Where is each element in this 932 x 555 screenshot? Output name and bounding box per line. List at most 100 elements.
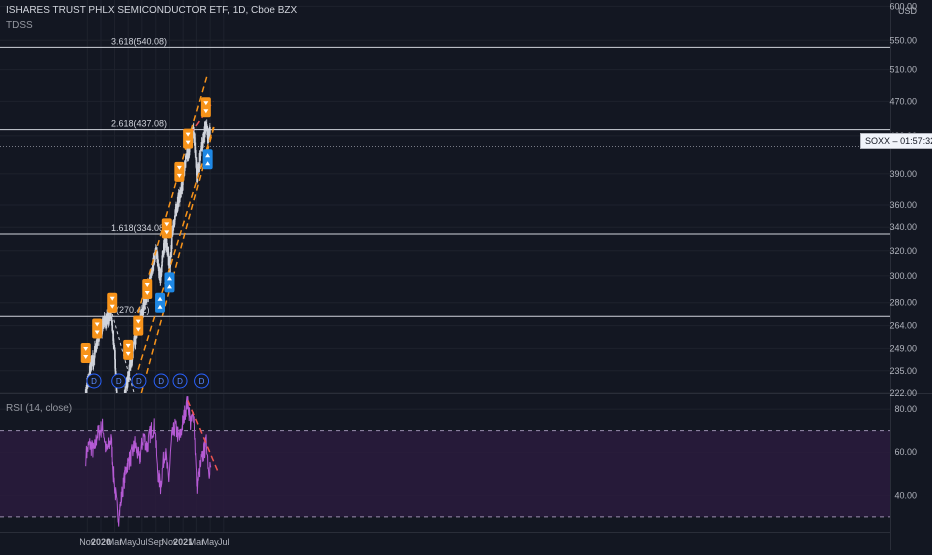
- price-tick-label: 320.00: [889, 246, 917, 256]
- price-tick-label: 600.00: [889, 1, 917, 11]
- sell-signal-marker: [107, 292, 118, 313]
- candle-body: [115, 390, 118, 393]
- sell-signal-marker: [142, 279, 153, 300]
- sell-arrow-icon: [185, 140, 191, 145]
- sell-signal-badge: [80, 343, 91, 364]
- sell-arrow-icon: [164, 222, 170, 227]
- rsi-tick-label: 40.00: [894, 490, 917, 500]
- sell-signal-badge: [161, 218, 172, 239]
- sell-signal-marker: [80, 343, 91, 364]
- sell-arrow-icon: [135, 319, 141, 324]
- rsi-tick-label: 60.00: [894, 447, 917, 457]
- sell-signal-badge: [174, 161, 185, 182]
- dividend-marker-circle: [194, 373, 210, 389]
- dividend-marker: D: [153, 373, 169, 389]
- dividend-marker-circle: [86, 373, 102, 389]
- sell-signal-badge: [92, 318, 103, 339]
- candle-body: [157, 259, 159, 265]
- sell-arrow-icon: [203, 109, 209, 114]
- buy-arrow-icon: [205, 153, 211, 158]
- dividend-marker-circle: [131, 373, 147, 389]
- time-tick-label: Nov: [161, 537, 178, 547]
- candle-body: [110, 313, 112, 319]
- price-tick-label: 300.00: [889, 271, 917, 281]
- price-tick-label: 280.00: [889, 298, 917, 308]
- candle-body: [121, 416, 122, 427]
- buy-arrow-icon: [166, 276, 172, 281]
- rsi-tick-label: 80.00: [894, 404, 917, 414]
- sell-signal-marker: [200, 97, 211, 118]
- rsi-panel: [0, 395, 890, 527]
- sell-arrow-icon: [176, 165, 182, 170]
- price-tick-label: 249.00: [889, 343, 917, 353]
- sell-arrow-icon: [83, 355, 89, 360]
- candle-body: [122, 404, 123, 413]
- channel-middle-line: [134, 126, 215, 380]
- sell-signal-badge: [183, 128, 194, 149]
- candle-body: [121, 416, 122, 418]
- rsi-line: [85, 395, 212, 527]
- buy-signal-marker: [202, 149, 213, 170]
- sell-signal-marker: [133, 315, 144, 336]
- time-tick-label: Jul: [218, 537, 230, 547]
- sell-arrow-icon: [109, 304, 115, 309]
- fib-level-label: 1.618(334.08): [111, 223, 167, 233]
- buy-arrow-icon: [166, 284, 172, 289]
- sell-signal-badge: [123, 339, 134, 360]
- candle: [111, 320, 113, 326]
- last-price-badge[interactable]: SOXX – 01:57:32: [860, 133, 932, 149]
- sell-arrow-icon: [125, 343, 131, 348]
- dividend-marker: D: [131, 373, 147, 389]
- dividend-marker-label: D: [116, 377, 122, 386]
- indicator-legend-tdss[interactable]: TDSS: [6, 20, 33, 31]
- rsi-legend[interactable]: RSI (14, close): [6, 403, 73, 414]
- candle: [122, 411, 123, 422]
- candle-body: [120, 417, 121, 423]
- candle: [116, 395, 117, 403]
- dividend-marker-label: D: [158, 377, 164, 386]
- time-tick-label: 2020: [91, 537, 111, 547]
- countdown-label: 01:57:32: [900, 136, 932, 146]
- candle-body: [117, 399, 118, 409]
- price-tick-label: 470.00: [889, 96, 917, 106]
- dividend-marker: D: [194, 373, 210, 389]
- sell-arrow-icon: [203, 101, 209, 106]
- candle-body: [122, 411, 123, 413]
- candle-body: [123, 403, 124, 404]
- sell-arrow-icon: [94, 330, 100, 335]
- rsi-axis: 40.00 60.00 80.00: [894, 404, 917, 500]
- candle-body: [114, 350, 116, 360]
- candle-body: [194, 150, 197, 158]
- buy-signal-badge: [155, 292, 166, 313]
- currency-label: USD: [898, 6, 918, 16]
- badge-separator: –: [892, 136, 898, 146]
- sell-arrow-icon: [135, 327, 141, 332]
- time-tick-label: Sep: [148, 537, 164, 547]
- candle-body: [116, 399, 117, 400]
- dividend-marker: D: [111, 373, 127, 389]
- candle: [122, 409, 123, 417]
- candle-body: [124, 394, 125, 407]
- sell-arrow-icon: [125, 351, 131, 356]
- candle-body: [120, 423, 121, 430]
- sell-arrow-icon: [164, 230, 170, 235]
- buy-arrow-icon: [157, 304, 163, 309]
- price-tick-label: 360.00: [889, 200, 917, 210]
- price-tick-label: 340.00: [889, 222, 917, 232]
- time-tick-label: Jul: [136, 537, 148, 547]
- sell-arrow-icon: [83, 347, 89, 352]
- fib-level-label: 2.618(437.08): [111, 119, 167, 129]
- fib-level-label: 1(270.42): [111, 305, 150, 315]
- symbol-label: SOXX: [865, 136, 891, 146]
- sell-signal-badge: [142, 279, 153, 300]
- grid-lines: [0, 0, 890, 532]
- time-tick-label: Mar: [107, 537, 123, 547]
- buy-signal-badge: [202, 149, 213, 170]
- signal-markers: [80, 97, 213, 364]
- price-tick-label: 390.00: [889, 169, 917, 179]
- dividend-marker-circle: [172, 373, 188, 389]
- candle: [120, 416, 121, 425]
